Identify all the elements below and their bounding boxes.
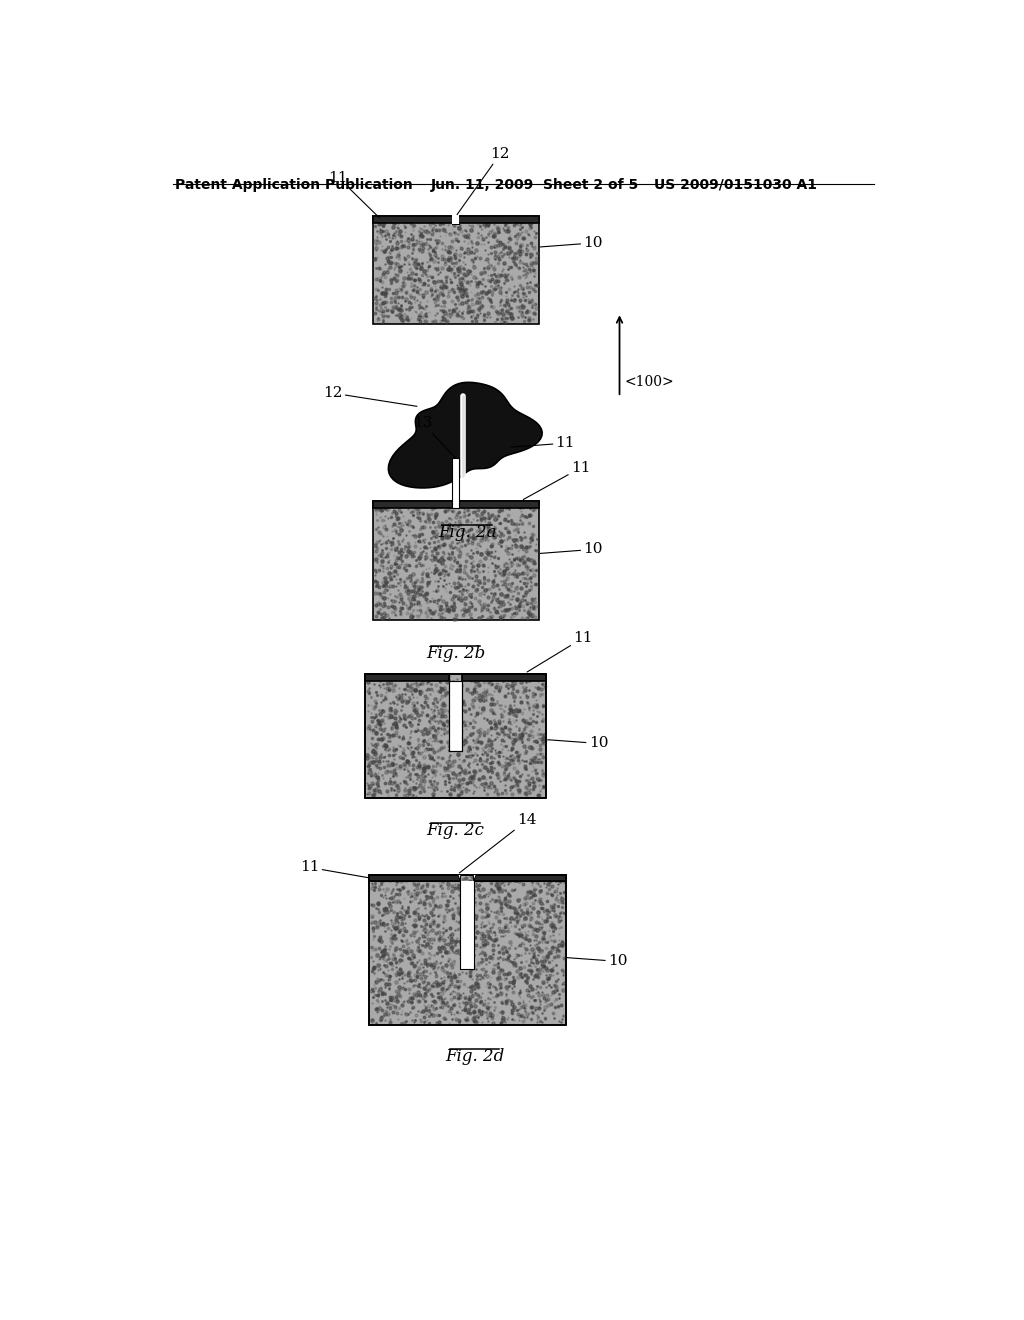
Bar xyxy=(373,216,539,323)
Text: 11: 11 xyxy=(300,861,368,878)
Bar xyxy=(370,875,565,1024)
Text: Fig. 2d: Fig. 2d xyxy=(445,1048,505,1065)
Text: 10: 10 xyxy=(548,737,608,751)
Bar xyxy=(373,216,539,223)
Text: 10: 10 xyxy=(567,954,628,969)
Bar xyxy=(450,681,462,751)
Text: Fig. 2b: Fig. 2b xyxy=(426,645,485,663)
Polygon shape xyxy=(458,875,461,880)
Bar xyxy=(373,502,539,508)
Bar xyxy=(452,215,460,224)
Bar xyxy=(370,875,565,1024)
Bar xyxy=(366,675,547,797)
Text: Fig. 2c: Fig. 2c xyxy=(427,822,484,840)
Text: Patent Application Publication: Patent Application Publication xyxy=(175,178,413,191)
Text: <100>: <100> xyxy=(625,375,675,388)
Polygon shape xyxy=(473,875,476,880)
Text: 11: 11 xyxy=(527,631,593,672)
Text: 12: 12 xyxy=(323,387,417,407)
Text: 14: 14 xyxy=(460,813,537,873)
Text: 11: 11 xyxy=(511,436,575,450)
Text: 13: 13 xyxy=(413,416,456,458)
Bar xyxy=(460,880,474,969)
Text: 10: 10 xyxy=(541,236,603,249)
Bar xyxy=(366,675,450,681)
Text: 12: 12 xyxy=(457,148,510,215)
Text: 10: 10 xyxy=(541,543,603,557)
Bar xyxy=(474,874,565,880)
Text: Jun. 11, 2009  Sheet 2 of 5: Jun. 11, 2009 Sheet 2 of 5 xyxy=(431,178,639,191)
Bar xyxy=(366,675,547,797)
Bar xyxy=(462,675,547,681)
Bar xyxy=(453,458,459,508)
Text: 11: 11 xyxy=(329,170,379,218)
Bar xyxy=(370,874,460,880)
Bar xyxy=(373,502,539,620)
Text: Fig. 2a: Fig. 2a xyxy=(438,524,497,541)
Text: US 2009/0151030 A1: US 2009/0151030 A1 xyxy=(654,178,817,191)
Polygon shape xyxy=(388,383,542,488)
Text: 11: 11 xyxy=(523,461,591,499)
